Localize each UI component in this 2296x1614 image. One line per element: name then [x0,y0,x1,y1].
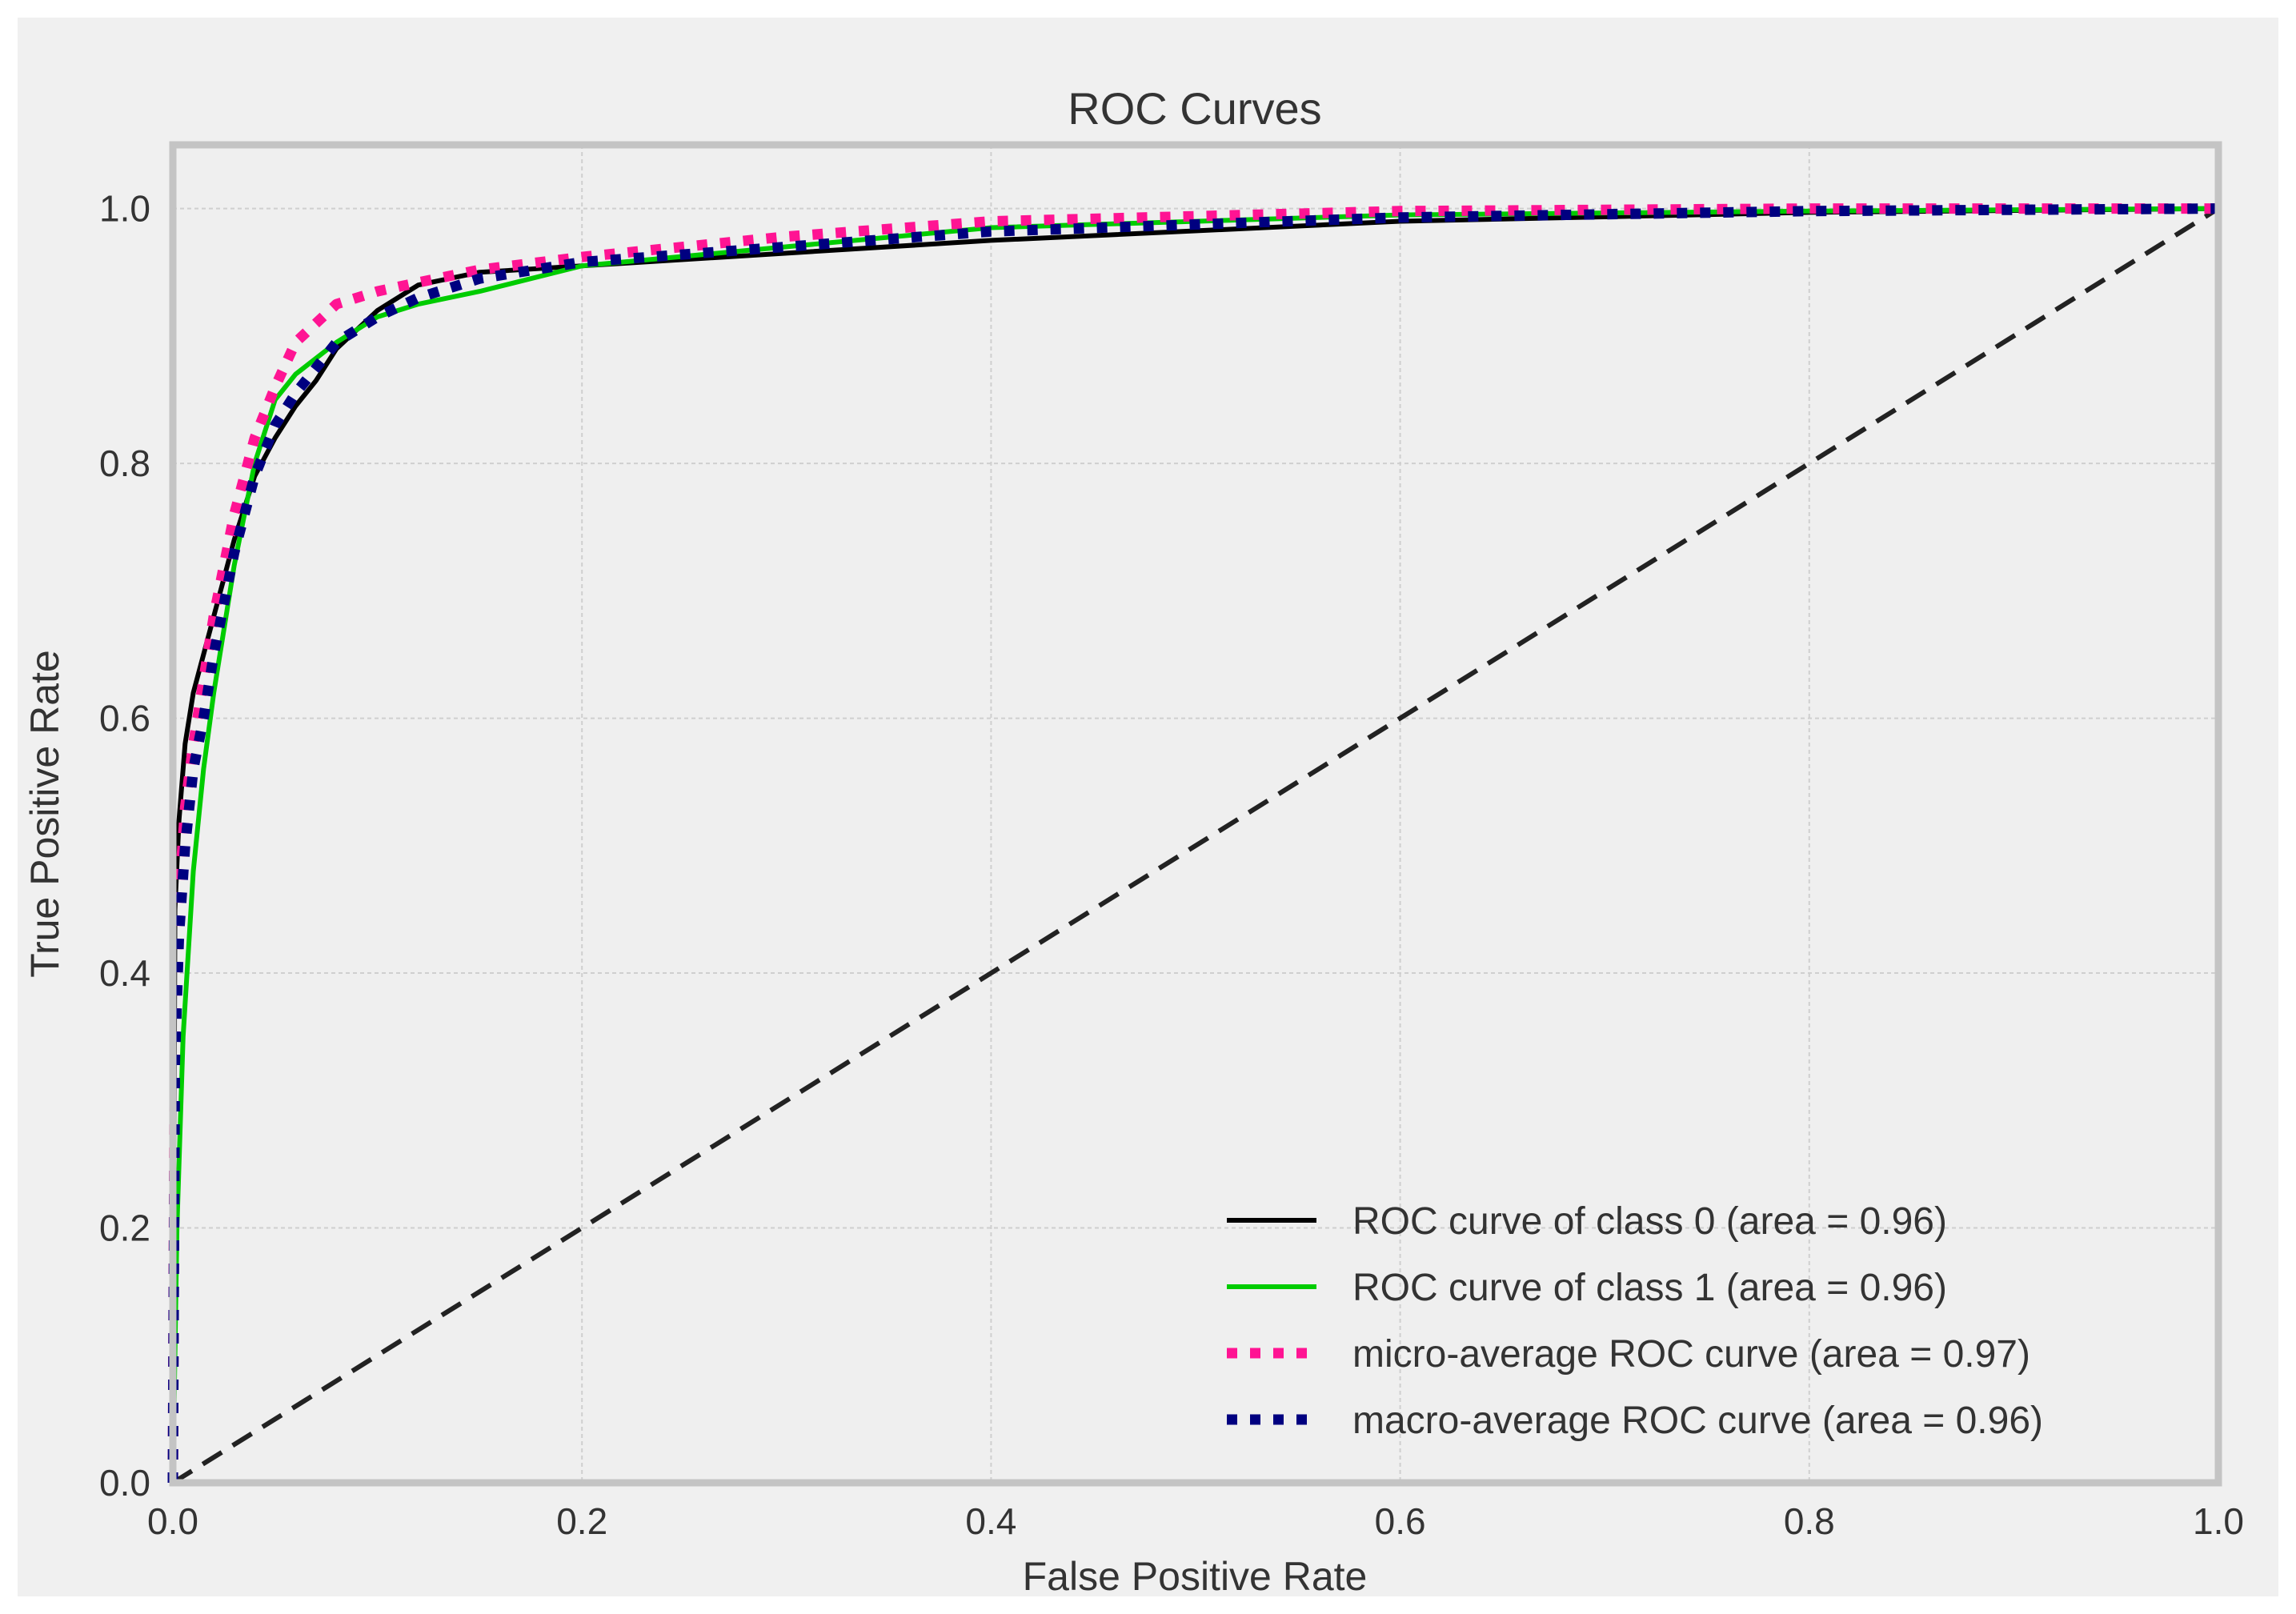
series-layer [167,203,2219,1484]
y-tick-label: 0.4 [99,952,150,994]
legend: ROC curve of class 0 (area = 0.96) ROC cu… [1227,1200,2043,1442]
x-tick-label: 0.8 [1784,1500,1835,1542]
legend-label: ROC curve of class 1 (area = 0.96) [1352,1267,1947,1309]
chance-reference-line [171,206,2220,1485]
x-tick-label: 0.0 [147,1500,198,1542]
macro-average-line [167,203,2219,1484]
reference-line-layer [171,206,2220,1485]
x-tick-label: 0.2 [556,1500,607,1542]
y-axis-ticks: 0.0 0.2 0.4 0.6 0.8 1.0 [99,188,150,1504]
y-tick-label: 0.6 [99,698,150,739]
legend-entry-macro-average: macro-average ROC curve (area = 0.96) [1227,1400,2043,1442]
roc-class-1-line [170,206,2219,1484]
plot-area [173,145,2218,1483]
x-tick-label: 0.4 [965,1500,1016,1542]
roc-class-0-line [170,206,2219,1484]
legend-entry-class-0: ROC curve of class 0 (area = 0.96) [1227,1200,1947,1243]
legend-entry-micro-average: micro-average ROC curve (area = 0.97) [1227,1333,2030,1376]
x-tick-label: 0.6 [1375,1500,1426,1542]
x-axis-ticks: 0.0 0.2 0.4 0.6 0.8 1.0 [147,1500,2244,1542]
x-tick-label: 1.0 [2193,1500,2244,1542]
x-axis-label: False Positive Rate [1023,1554,1368,1599]
legend-label: micro-average ROC curve (area = 0.97) [1352,1333,2030,1376]
y-tick-label: 0.2 [99,1207,150,1249]
y-axis-label: True Positive Rate [22,650,67,977]
plot-frame [169,141,2222,1487]
chart-title: ROC Curves [1068,83,1321,134]
legend-label: macro-average ROC curve (area = 0.96) [1352,1400,2043,1442]
y-tick-label: 0.8 [99,443,150,484]
legend-entry-class-1: ROC curve of class 1 (area = 0.96) [1227,1267,1947,1309]
y-tick-label: 1.0 [99,188,150,230]
y-tick-label: 0.0 [99,1462,150,1504]
legend-label: ROC curve of class 0 (area = 0.96) [1352,1200,1947,1243]
